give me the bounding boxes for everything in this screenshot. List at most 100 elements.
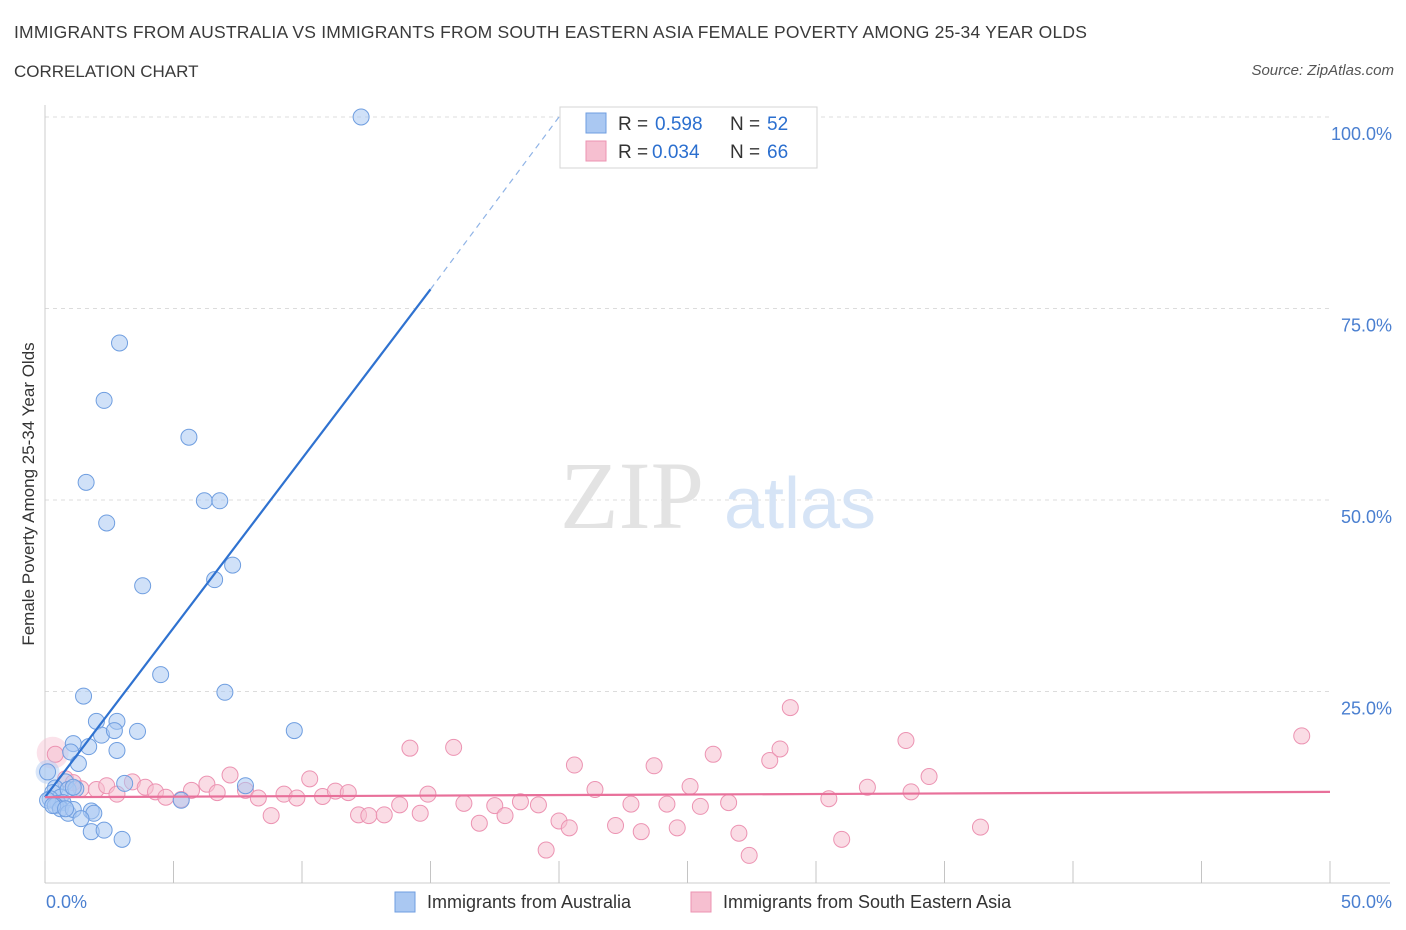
grid-lines: [45, 116, 1330, 692]
point-south-eastern-asia: [920, 768, 938, 786]
point-south-eastern-asia: [529, 796, 547, 814]
source-label: Source: ZipAtlas.com: [1251, 62, 1394, 79]
series-south-eastern-asia: [36, 699, 1311, 864]
bottom-legend-swatch-blue: [394, 891, 416, 913]
point-australia: [211, 492, 229, 510]
point-south-eastern-asia: [375, 806, 393, 824]
x-tick-label: 50.0%: [1341, 892, 1392, 912]
legend-n-label-pink: N =: [730, 142, 760, 163]
x-tick-label: 0.0%: [46, 892, 87, 912]
point-south-eastern-asia: [486, 797, 504, 815]
point-australia: [39, 763, 57, 781]
point-south-eastern-asia: [470, 814, 488, 832]
point-south-eastern-asia: [445, 738, 463, 756]
point-south-eastern-asia: [761, 751, 779, 769]
watermark-atlas: atlas: [724, 464, 876, 544]
point-australia: [134, 577, 152, 595]
legend-n-value-blue: 52: [767, 114, 788, 135]
point-australia: [77, 473, 95, 491]
chart-subtitle: CORRELATION CHART: [14, 62, 199, 81]
point-australia: [113, 830, 131, 848]
y-tick-labels: 25.0% 50.0% 75.0% 100.0%: [1331, 124, 1392, 719]
legend-r-label-pink: R =: [618, 142, 648, 163]
point-south-eastern-asia: [902, 783, 920, 801]
bottom-legend-label-pink: Immigrants from South Eastern Asia: [723, 892, 1012, 912]
point-south-eastern-asia: [1293, 727, 1311, 745]
point-south-eastern-asia: [301, 770, 319, 788]
legend-swatch-pink: [585, 140, 607, 162]
point-australia: [195, 492, 213, 510]
point-australia: [216, 683, 234, 701]
point-australia: [129, 722, 147, 740]
point-australia: [152, 666, 170, 684]
series-australia: [35, 108, 370, 848]
point-south-eastern-asia: [658, 795, 676, 813]
point-australia: [95, 391, 113, 409]
point-south-eastern-asia: [645, 757, 663, 775]
legend-r-label-blue: R =: [618, 114, 648, 135]
point-south-eastern-asia: [46, 745, 64, 763]
point-australia: [57, 800, 75, 818]
axes: [44, 105, 1390, 884]
point-south-eastern-asia: [833, 830, 851, 848]
x-tick-labels: 0.0% 50.0%: [46, 892, 1392, 912]
point-australia: [108, 741, 126, 759]
point-south-eastern-asia: [411, 804, 429, 822]
point-south-eastern-asia: [740, 846, 758, 864]
trend-line-australia-extension: [430, 116, 560, 290]
point-australia: [95, 821, 113, 839]
point-south-eastern-asia: [208, 784, 226, 802]
point-south-eastern-asia: [668, 819, 686, 837]
chart-title: IMMIGRANTS FROM AUSTRALIA VS IMMIGRANTS …: [14, 22, 1088, 42]
point-south-eastern-asia: [720, 794, 738, 812]
bottom-legend-swatch-pink: [690, 891, 712, 913]
point-south-eastern-asia: [419, 785, 437, 803]
point-south-eastern-asia: [607, 817, 625, 835]
trend-line-south-eastern-asia: [44, 790, 1331, 799]
point-australia: [98, 514, 116, 532]
point-south-eastern-asia: [897, 732, 915, 750]
point-south-eastern-asia: [565, 756, 583, 774]
point-south-eastern-asia: [455, 794, 473, 812]
trend-line-australia: [44, 288, 432, 798]
point-australia: [180, 428, 198, 446]
point-south-eastern-asia: [730, 824, 748, 842]
point-australia: [105, 722, 123, 740]
point-south-eastern-asia: [560, 819, 578, 837]
point-australia: [111, 334, 129, 352]
point-south-eastern-asia: [858, 778, 876, 796]
y-tick-label: 100.0%: [1331, 124, 1392, 144]
point-south-eastern-asia: [360, 807, 378, 825]
point-south-eastern-asia: [339, 784, 357, 802]
point-south-eastern-asia: [262, 807, 280, 825]
y-tick-label: 25.0%: [1341, 699, 1392, 719]
point-south-eastern-asia: [221, 766, 239, 784]
point-australia: [69, 755, 87, 773]
point-south-eastern-asia: [401, 739, 419, 757]
legend-swatch-blue: [585, 112, 607, 134]
point-australia: [206, 571, 224, 589]
point-south-eastern-asia: [182, 781, 200, 799]
point-australia: [64, 778, 82, 796]
legend-r-value-blue: 0.598: [655, 114, 703, 135]
point-australia: [72, 810, 90, 828]
bottom-legend-label-blue: Immigrants from Australia: [427, 892, 632, 912]
point-south-eastern-asia: [586, 781, 604, 799]
point-south-eastern-asia: [681, 777, 699, 795]
point-south-eastern-asia: [971, 818, 989, 836]
point-australia: [224, 556, 242, 574]
point-australia: [75, 687, 93, 705]
point-australia: [172, 791, 190, 809]
point-australia: [116, 774, 134, 792]
bottom-legend: Immigrants from Australia Immigrants fro…: [394, 891, 1012, 913]
point-south-eastern-asia: [537, 841, 555, 859]
point-south-eastern-asia: [691, 797, 709, 815]
point-australia: [236, 777, 254, 795]
point-south-eastern-asia: [511, 793, 529, 811]
point-south-eastern-asia: [704, 745, 722, 763]
point-australia: [352, 108, 370, 126]
point-south-eastern-asia: [622, 795, 640, 813]
legend-n-label-blue: N =: [730, 114, 760, 135]
watermark: ZIP atlas: [560, 442, 876, 549]
